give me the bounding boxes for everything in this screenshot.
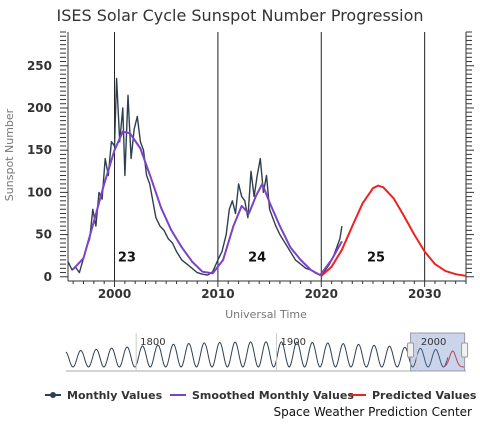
- chart-title: ISES Solar Cycle Sunspot Number Progress…: [56, 6, 424, 25]
- y-axis-label: Sunspot Number: [3, 108, 16, 201]
- navigator-label: 2000: [421, 337, 446, 348]
- legend: Monthly Values Smoothed Monthly Values P…: [0, 386, 480, 404]
- legend-label: Predicted Values: [372, 388, 477, 402]
- y-tick-label: 50: [35, 228, 52, 242]
- line-marker-icon: [45, 392, 61, 398]
- navigator-label: 1800: [140, 337, 165, 348]
- monthly-values-line: [67, 77, 343, 276]
- navigator-label: 1900: [281, 337, 306, 348]
- legend-label: Monthly Values: [67, 388, 163, 402]
- navigator-handle-left[interactable]: [407, 342, 415, 358]
- chart-area: 2000 2010 2020 2030 0 50 100 150 200 250 23 24 25 1…: [3, 31, 474, 372]
- legend-item-predicted[interactable]: Predicted Values: [350, 386, 476, 404]
- y-tick-label: 100: [27, 185, 52, 199]
- smoothed-values-line: [72, 130, 343, 277]
- cycle-label: 24: [248, 251, 266, 266]
- legend-item-monthly[interactable]: Monthly Values: [45, 386, 162, 404]
- credits[interactable]: Space Weather Prediction Center: [273, 405, 472, 419]
- line-icon: [350, 394, 366, 396]
- legend-label: Smoothed Monthly Values: [192, 388, 354, 402]
- y-tick-label: 250: [27, 59, 52, 73]
- cycle-label: 23: [118, 251, 136, 266]
- x-tick-label: 2020: [305, 287, 338, 301]
- x-tick-label: 2010: [201, 287, 234, 301]
- y-tick-label: 0: [44, 270, 52, 284]
- y-tick-label: 150: [27, 143, 52, 157]
- navigator-handle-right[interactable]: [461, 342, 469, 358]
- navigator-series: [65, 341, 449, 368]
- x-axis-label: Universal Time: [225, 308, 307, 321]
- x-tick-label: 2030: [408, 287, 441, 301]
- y-tick-label: 200: [27, 101, 52, 115]
- legend-item-smoothed[interactable]: Smoothed Monthly Values: [170, 386, 354, 404]
- x-tick-label: 2000: [98, 287, 131, 301]
- navigator-predicted: [444, 350, 465, 368]
- predicted-values-line: [320, 184, 467, 277]
- cycle-label: 25: [367, 251, 385, 266]
- line-icon: [170, 394, 186, 396]
